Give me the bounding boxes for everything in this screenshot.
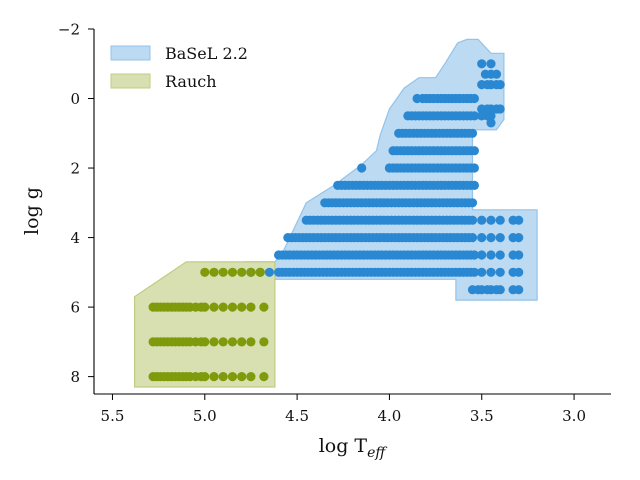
point-rauch [237,372,247,382]
point-basel-2-2 [469,146,479,156]
point-rauch [237,337,247,347]
x-ticks: 5.5 5.0 4.5 4.0 3.5 3.0 [101,394,586,425]
y-tick-label: 8 [70,368,80,386]
point-rauch [200,267,210,277]
point-basel-2-2 [514,267,524,277]
point-basel-2-2 [514,285,524,295]
point-basel-2-2 [486,215,496,225]
y-tick-label: 0 [70,90,80,108]
point-basel-2-2 [486,233,496,243]
point-rauch [227,267,238,277]
point-basel-2-2 [495,104,505,114]
x-tick-label: 5.0 [193,407,217,425]
point-basel-2-2 [495,285,505,295]
point-rauch [209,302,219,312]
data-points [148,59,524,382]
point-basel-2-2 [514,233,524,243]
y-tick-label: 6 [70,299,80,317]
point-rauch [259,372,269,382]
legend-label-basel: BaSeL 2.2 [165,44,248,63]
point-rauch [237,302,247,312]
point-basel-2-2 [477,233,487,243]
x-tick-label: 3.5 [470,407,494,425]
point-rauch [259,302,269,312]
point-basel-2-2 [477,215,487,225]
point-basel-2-2 [469,180,479,190]
y-ticks: −2 0 2 4 6 8 [58,21,94,386]
point-rauch [200,372,210,382]
point-rauch [259,337,269,347]
point-basel-2-2 [495,267,505,277]
point-rauch [200,302,210,312]
point-rauch [246,267,256,277]
point-rauch [218,372,228,382]
x-tick-label: 5.5 [101,407,125,425]
point-rauch [209,337,219,347]
y-axis-label: log g [21,187,43,235]
point-basel-2-2 [477,59,487,69]
point-basel-2-2 [486,59,496,69]
point-basel-2-2 [467,233,478,243]
point-rauch [200,337,210,347]
point-basel-2-2 [486,267,496,277]
point-basel-2-2 [477,267,487,277]
point-basel-2-2 [357,163,367,173]
point-basel-2-2 [514,250,524,260]
point-basel-2-2 [495,80,505,90]
legend: BaSeL 2.2 Rauch [110,44,248,91]
point-basel-2-2 [477,250,487,260]
point-basel-2-2 [514,215,524,225]
point-rauch [227,337,238,347]
y-tick-label: 2 [70,160,80,178]
x-tick-label: 3.0 [562,407,586,425]
point-rauch [246,372,256,382]
point-basel-2-2 [495,233,505,243]
point-basel-2-2 [486,111,496,121]
point-basel-2-2 [469,163,479,173]
point-basel-2-2 [469,267,479,277]
legend-label-rauch: Rauch [165,72,217,91]
point-basel-2-2 [469,250,479,260]
point-rauch [218,302,228,312]
point-rauch [255,267,265,277]
y-tick-label: −2 [58,21,80,39]
point-basel-2-2 [264,267,274,277]
point-rauch [209,372,219,382]
point-basel-2-2 [469,93,479,104]
point-basel-2-2 [469,111,479,121]
point-rauch [209,267,219,277]
region-rauch [134,261,276,388]
coverage-regions [134,38,538,388]
point-rauch [246,302,256,312]
point-basel-2-2 [467,215,478,225]
point-basel-2-2 [467,128,478,138]
point-rauch [246,337,256,347]
point-rauch [237,267,247,277]
point-rauch [218,267,228,277]
x-tick-label: 4.0 [377,407,401,425]
point-basel-2-2 [486,250,496,260]
x-axis-label: log Teff [319,435,388,461]
point-rauch [218,337,228,347]
axes: 5.5 5.0 4.5 4.0 3.5 3.0 −2 0 2 4 6 8 [58,21,611,425]
point-basel-2-2 [467,198,478,208]
point-basel-2-2 [495,215,505,225]
point-rauch [227,302,238,312]
point-basel-2-2 [486,118,496,128]
point-basel-2-2 [491,69,502,79]
point-basel-2-2 [495,250,505,260]
point-rauch [227,372,238,382]
legend-swatch-basel [110,45,151,61]
legend-swatch-rauch [110,73,151,89]
x-axis-label-subscript: eff [367,445,387,461]
x-tick-label: 4.5 [285,407,309,425]
y-tick-label: 4 [70,229,80,247]
